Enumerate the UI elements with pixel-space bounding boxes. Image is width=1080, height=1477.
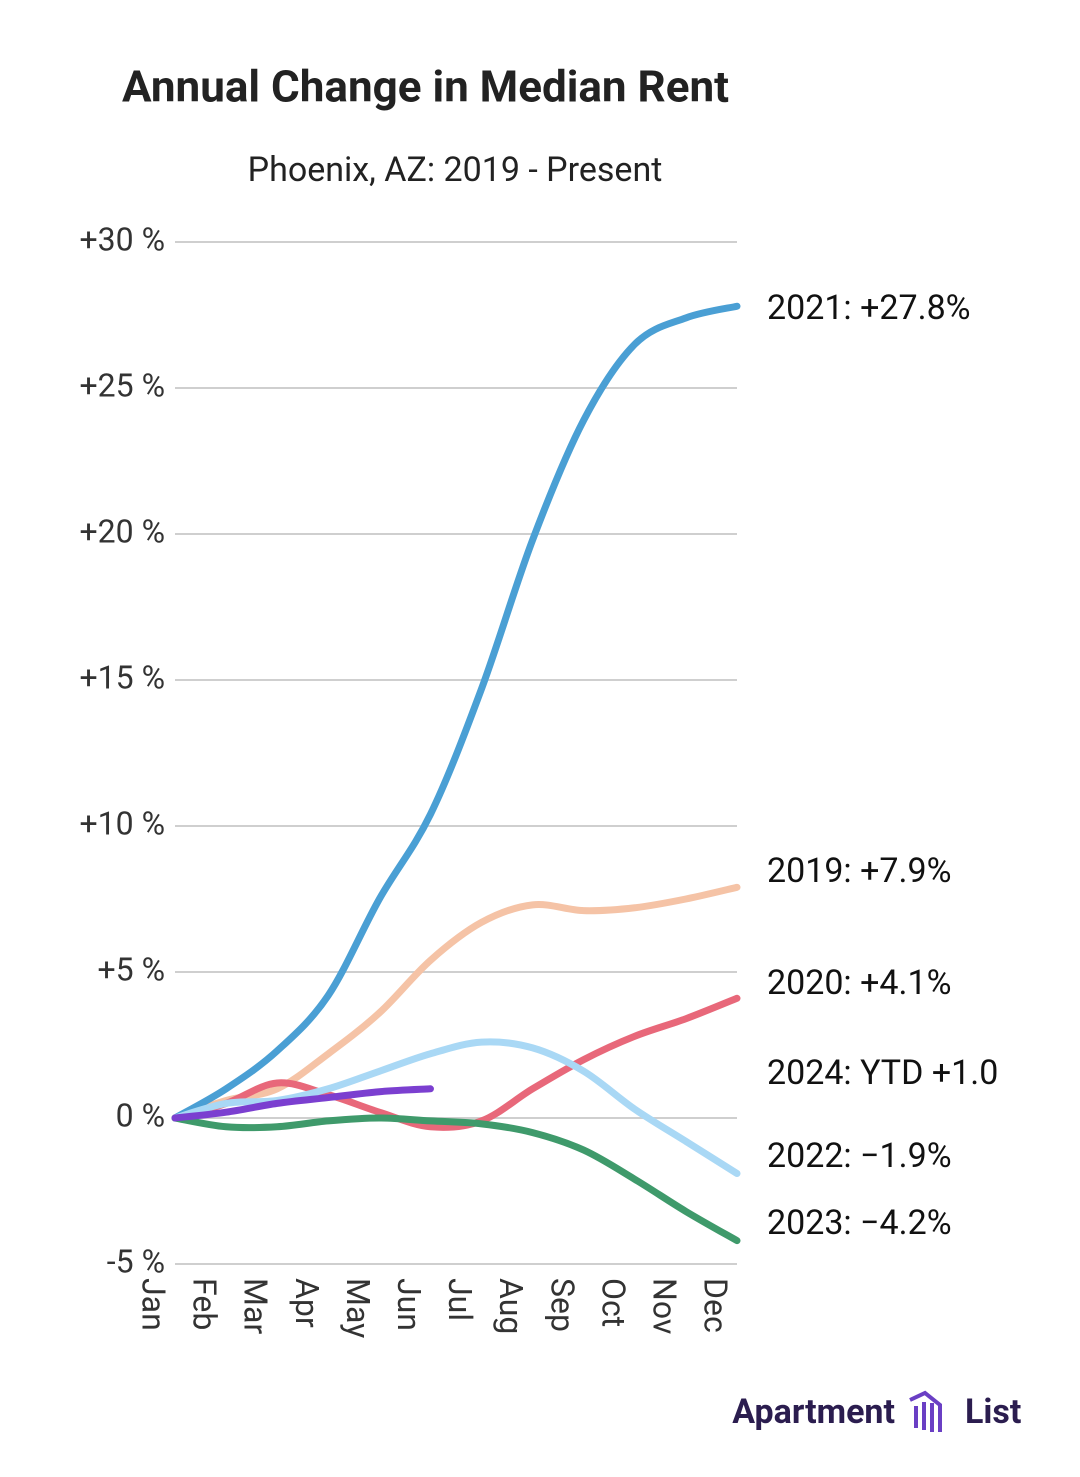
series-label: 2024: YTD +1.0	[767, 1053, 998, 1093]
x-tick-label: May	[339, 1278, 377, 1338]
y-tick-label: +5 %	[97, 950, 165, 988]
x-tick-label: Aug	[492, 1278, 530, 1334]
series-line	[171, 883, 741, 1122]
y-tick-label: -5 %	[107, 1242, 165, 1280]
x-tick-label: Jun	[390, 1278, 428, 1331]
x-tick-label: Mar	[237, 1278, 275, 1334]
series-label: 2021: +27.8%	[767, 288, 971, 328]
y-tick-label: +30 %	[80, 220, 166, 258]
series-line	[171, 1114, 741, 1245]
y-tick-label: +25 %	[80, 366, 166, 404]
y-tick-label: +20 %	[80, 512, 166, 550]
series-label: 2020: +4.1%	[767, 963, 951, 1003]
logo-icon	[909, 1390, 942, 1432]
logo: Apartment List	[732, 1390, 1021, 1432]
series-label: 2023: −4.2%	[767, 1203, 952, 1243]
chart-title: Annual Change in Median Rent	[122, 61, 729, 113]
x-tick-label: Jan	[135, 1278, 173, 1331]
y-tick-label: +15 %	[80, 658, 166, 696]
logo-text: Apartment	[732, 1392, 895, 1432]
x-tick-label: Jul	[441, 1278, 479, 1321]
x-tick-label: Apr	[288, 1278, 326, 1328]
x-tick-label: Sep	[543, 1278, 581, 1332]
x-tick-label: Oct	[594, 1278, 632, 1327]
y-tick-label: 0 %	[116, 1096, 165, 1134]
x-tick-label: Nov	[645, 1278, 683, 1334]
series-line	[171, 1085, 434, 1122]
x-tick-label: Feb	[186, 1278, 224, 1330]
logo-text: List	[965, 1392, 1021, 1432]
chart-subtitle: Phoenix, AZ: 2019 - Present	[248, 150, 663, 190]
x-tick-label: Dec	[697, 1278, 735, 1333]
series-line	[171, 302, 741, 1122]
y-tick-label: +10 %	[80, 804, 166, 842]
series-label: 2022: −1.9%	[767, 1136, 952, 1176]
series-label: 2019: +7.9%	[767, 851, 951, 891]
series-line	[171, 994, 741, 1131]
